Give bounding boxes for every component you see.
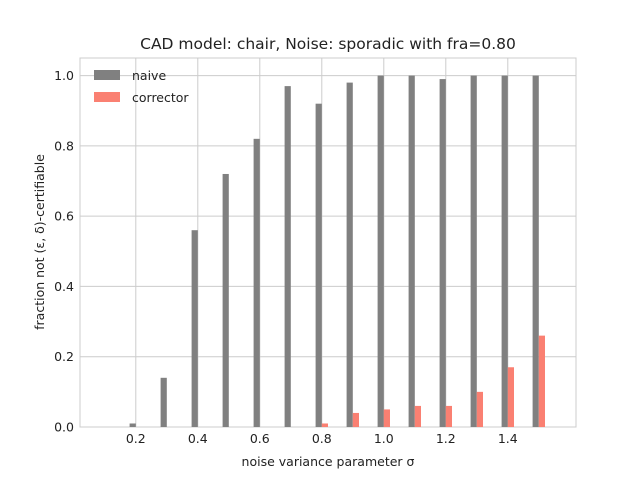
bar-naive [315, 103, 322, 427]
bar-naive [408, 75, 415, 428]
y-tick-label: 1.0 [54, 68, 74, 83]
bar-corrector [538, 335, 545, 427]
x-tick-label: 0.2 [126, 431, 146, 446]
x-tick-label: 1.0 [374, 431, 394, 446]
x-tick-label: 1.2 [436, 431, 456, 446]
bar-corrector [414, 405, 421, 427]
bar-naive [501, 75, 508, 428]
bar-naive [253, 138, 260, 428]
bar-naive [532, 75, 539, 428]
legend-label-corrector: corrector [132, 90, 189, 105]
y-tick-label: 0.8 [54, 138, 74, 153]
chart-title: CAD model: chair, Noise: sporadic with f… [140, 35, 516, 53]
y-tick-label: 0.4 [54, 279, 74, 294]
bar-naive [191, 230, 198, 427]
bar-naive [470, 75, 477, 428]
bar-naive [346, 82, 353, 427]
bar-naive [377, 75, 384, 428]
y-tick-label: 0.6 [54, 209, 74, 224]
y-axis-label: fraction not (ε, δ)-certifiable [32, 154, 47, 330]
bar-corrector [321, 423, 328, 427]
bar-naive [439, 79, 446, 427]
bar-corrector [476, 391, 483, 427]
bar-corrector [445, 405, 452, 427]
bar-corrector [507, 367, 514, 427]
legend: naive corrector [94, 68, 189, 105]
x-tick-label: 0.6 [250, 431, 270, 446]
bars [129, 75, 545, 428]
bar-naive [222, 173, 229, 427]
legend-swatch-naive [94, 70, 120, 80]
bar-naive [284, 86, 291, 427]
bar-naive [129, 423, 136, 427]
legend-swatch-corrector [94, 92, 120, 102]
x-axis-label: noise variance parameter σ [242, 454, 415, 469]
x-tick-label: 1.4 [498, 431, 518, 446]
bar-corrector [383, 409, 390, 427]
y-tick-label: 0.2 [54, 349, 74, 364]
tick-labels: 0.2 0.4 0.6 0.8 1.0 1.2 1.4 0.0 0.2 0.4 0.6 0.8 1.0 [54, 68, 518, 446]
x-tick-label: 0.4 [188, 431, 208, 446]
bar-naive [160, 377, 167, 427]
bar-corrector [352, 412, 359, 427]
legend-label-naive: naive [132, 68, 166, 83]
plot-area [79, 57, 577, 428]
x-tick-label: 0.8 [312, 431, 332, 446]
y-tick-label: 0.0 [54, 420, 74, 435]
